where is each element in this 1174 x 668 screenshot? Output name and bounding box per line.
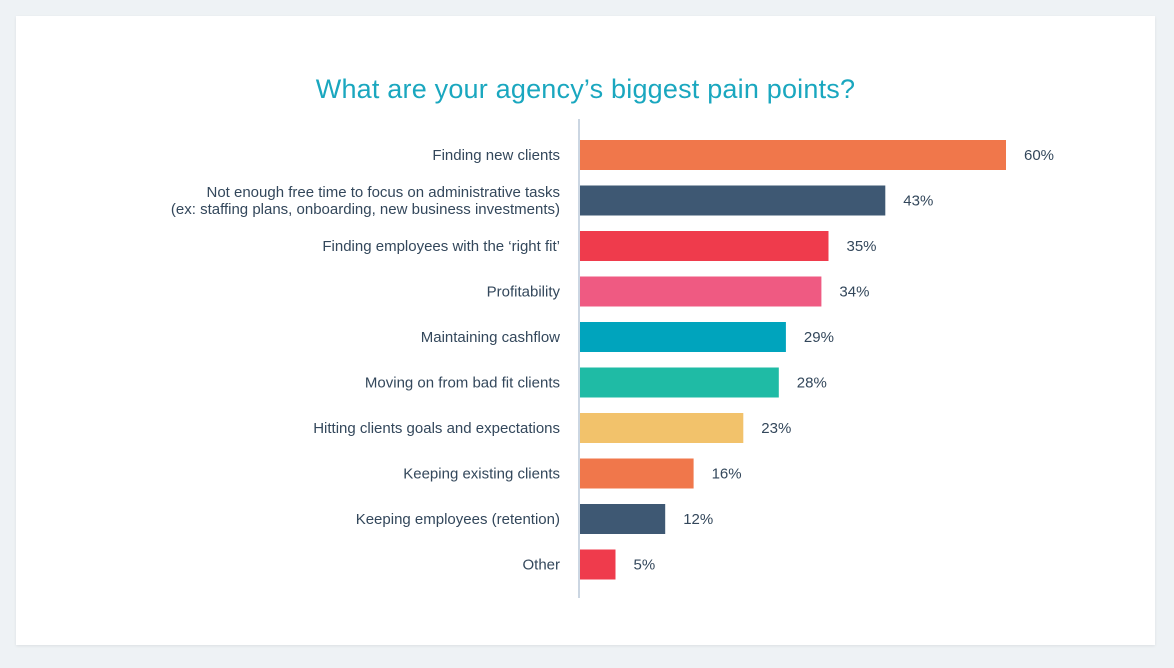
bar-value-label: 28% [797,375,827,392]
category-label: Finding employees with the ‘right fit’ [322,238,560,255]
bar [580,549,616,580]
bar-value-label: 35% [847,238,877,255]
bar-value-label: 34% [839,284,869,301]
category-label: Profitability [487,284,561,301]
bar [580,322,786,352]
bar-value-label: 23% [761,420,791,437]
bar [580,140,1006,170]
bar-chart: 60% Finding new clients 43% Not enough free… [171,119,1054,598]
bar-value-label: 43% [903,193,933,210]
bar [580,185,886,216]
bar [580,413,744,443]
category-label: Maintaining cashflow [421,329,560,346]
category-label: Other [522,557,560,574]
category-label: Moving on from bad fit clients [365,375,560,392]
category-label: Keeping existing clients [403,466,560,483]
bar-value-label: 16% [712,466,742,483]
category-label: Hitting clients goals and expectations [313,420,560,437]
category-label: Not enough free time to focus on adminis… [206,184,560,201]
chart-title: What are your agency’s biggest pain poin… [315,74,856,104]
bar-value-label: 5% [634,557,656,574]
bar [580,367,779,398]
bar [580,458,694,489]
bar [580,231,829,261]
bar [580,504,666,534]
chart-card: What are your agency’s biggest pain poin… [16,16,1155,645]
category-label: (ex: staffing plans, onboarding, new bus… [171,201,560,218]
bar-value-label: 60% [1024,147,1054,164]
bar-value-label: 12% [683,511,713,528]
category-label: Keeping employees (retention) [356,511,560,528]
bar [580,276,822,307]
bar-value-label: 29% [804,329,834,346]
category-label: Finding new clients [432,147,560,164]
